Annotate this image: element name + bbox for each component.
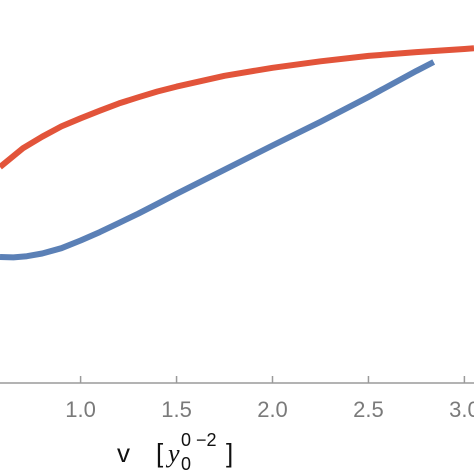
x-axis-label-variable: v [117, 438, 130, 468]
x-axis-label-unit-superscript: 0 −2 [181, 430, 217, 450]
x-axis-ticks: 1.0 1.5 2.0 2.5 3.0 [65, 376, 474, 422]
x-tick-label: 2.0 [257, 397, 288, 422]
x-axis-label: v [ y 0 0 −2 ] [117, 430, 233, 474]
x-axis-label-unit-base: y [165, 439, 180, 468]
x-axis-label-close-bracket: ] [226, 438, 233, 468]
x-tick-label: 1.5 [161, 397, 192, 422]
x-tick-label: 1.0 [65, 397, 96, 422]
series-line-1 [0, 59, 436, 261]
series-line-2 [0, 45, 474, 170]
series-group [0, 45, 474, 261]
x-axis-label-open-bracket: [ [156, 438, 164, 468]
x-tick-label: 3.0 [449, 397, 474, 422]
x-tick-label: 2.5 [353, 397, 384, 422]
x-axis-label-unit-subscript: 0 [181, 454, 191, 474]
